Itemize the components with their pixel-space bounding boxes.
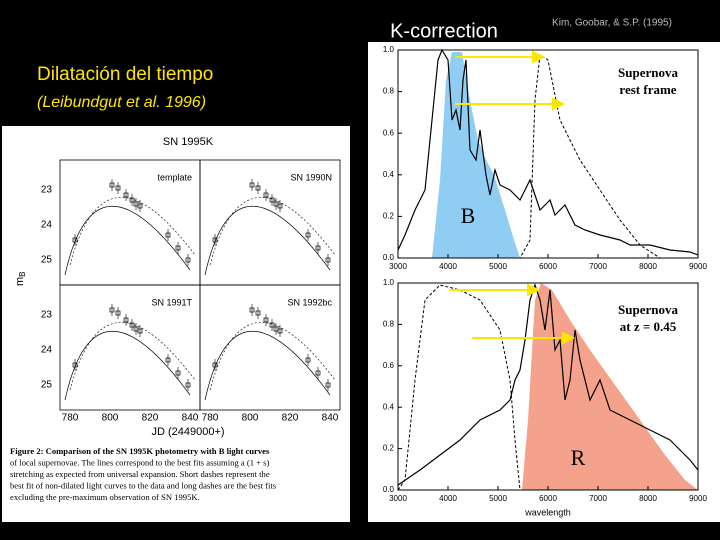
credit: Kim, Goobar, & S.P. (1995) — [552, 18, 672, 29]
top-label-2: rest frame — [619, 82, 676, 97]
y-tick-label: 25 — [41, 255, 53, 266]
x-tick-label: 820 — [142, 413, 159, 424]
x-tick-label: 4000 — [439, 262, 457, 271]
top-label-1: Supernova — [618, 65, 678, 80]
x-tick-label: 780 — [62, 413, 79, 424]
light-curve-dashed — [209, 322, 336, 391]
caption-line: best fit of non-dilated light curves to … — [10, 480, 277, 490]
x-tick-label: 3000 — [389, 494, 407, 503]
caption: Figure 2: Comparison of the SN 1995K pho… — [10, 446, 277, 502]
band-r: R — [571, 445, 586, 470]
annotations: Supernova rest frame Supernova at z = 0.… — [618, 65, 678, 334]
x-tick-label: 9000 — [689, 494, 707, 503]
x-tick-label: 6000 — [539, 494, 557, 503]
y-axis-label: mB — [14, 271, 27, 286]
right-axes: 0.0 0.2 0.4 0.6 0.8 1.0 3000 4000 5000 6000 7000 80… — [383, 45, 708, 503]
x-tick-label: 8000 — [639, 262, 657, 271]
caption-line: stretching as expected from universal ex… — [10, 469, 270, 479]
caption-line: Figure 2: Comparison of the SN 1995K pho… — [10, 446, 270, 456]
slide-title: K-correction — [390, 20, 498, 42]
light-curve — [64, 205, 191, 276]
light-curve-dashed — [69, 322, 196, 391]
y-tick-label: 0.6 — [383, 128, 395, 137]
x-tick-label: 840 — [182, 413, 199, 424]
y-tick-label: 0.8 — [383, 87, 395, 96]
panel-label: SN 1992bc — [287, 297, 332, 307]
light-curve — [204, 330, 331, 401]
y-tick-label: 24 — [41, 345, 53, 356]
y-tick-label: 0.2 — [383, 212, 395, 221]
x-tick-label: 3000 — [389, 262, 407, 271]
figure-title: SN 1995K — [163, 136, 214, 148]
panel-frame — [199, 284, 341, 411]
left-subtitle: (Leibundgut et al. 1996) — [37, 94, 206, 111]
y-tick-label: 0.6 — [383, 361, 395, 370]
x-tick-label: 4000 — [439, 494, 457, 503]
x-tick-label: 800 — [242, 413, 259, 424]
left-title: Dilatación del tiempo — [37, 64, 213, 85]
x-tick-label: 6000 — [539, 262, 557, 271]
y-axis-label-main: m — [14, 277, 26, 286]
light-curve-dashed — [209, 197, 336, 266]
caption-line: excluding the pre-maximum observation of… — [10, 492, 200, 502]
x-tick-label: 780 — [202, 413, 219, 424]
filter-r-top — [398, 54, 698, 259]
spectrum-bottom — [397, 283, 699, 486]
y-axis-label-sub: B — [18, 271, 27, 276]
y-tick-label: 0.2 — [383, 444, 395, 453]
y-tick-label: 1.0 — [383, 278, 395, 287]
y-tick-label: 23 — [41, 310, 53, 321]
x-tick-label: 800 — [102, 413, 119, 424]
y-tick-label: 0.4 — [383, 170, 395, 179]
y-tick-label: 0.4 — [383, 402, 395, 411]
arrows — [450, 50, 576, 345]
spectrum-top — [397, 48, 699, 256]
light-curve — [204, 205, 331, 276]
b-filter — [432, 52, 520, 258]
y-tick-label: 25 — [41, 380, 53, 391]
y-tick-label: 0.8 — [383, 320, 395, 329]
light-curve-dashed — [69, 197, 196, 266]
x-tick-label: 7000 — [589, 494, 607, 503]
y-tick-label: 0.0 — [383, 253, 395, 262]
band-b: B — [461, 203, 476, 228]
x-tick-label: 7000 — [589, 262, 607, 271]
y-tick-label: 24 — [41, 220, 53, 231]
x-tick-label: 5000 — [489, 262, 507, 271]
panel-label: template — [157, 172, 192, 182]
x-axis-label-right: wavelength — [524, 507, 571, 517]
panel-label: SN 1990N — [290, 172, 332, 182]
x-tick-label: 9000 — [689, 262, 707, 271]
panel-label: SN 1991T — [151, 297, 192, 307]
y-tick-label: 23 — [41, 185, 53, 196]
bottom-label-2: at z = 0.45 — [620, 319, 677, 334]
x-tick-label: 840 — [322, 413, 339, 424]
y-tick-label: 1.0 — [383, 45, 395, 54]
x-tick-label: 5000 — [489, 494, 507, 503]
light-curve — [64, 330, 191, 401]
y-tick-label: 0.0 — [383, 485, 395, 494]
bottom-label-1: Supernova — [618, 302, 678, 317]
x-axis-label: JD (2449000+) — [151, 426, 224, 438]
x-tick-label: 8000 — [639, 494, 657, 503]
x-tick-label: 820 — [282, 413, 299, 424]
caption-line: of local supernovae. The lines correspon… — [10, 457, 269, 467]
